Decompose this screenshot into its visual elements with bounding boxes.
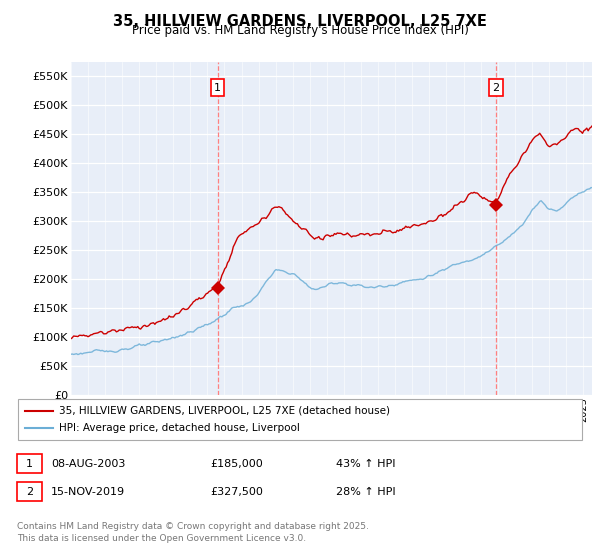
Text: 2: 2 <box>492 83 499 92</box>
Text: Price paid vs. HM Land Registry's House Price Index (HPI): Price paid vs. HM Land Registry's House … <box>131 24 469 37</box>
Text: 08-AUG-2003: 08-AUG-2003 <box>51 459 125 469</box>
Text: Contains HM Land Registry data © Crown copyright and database right 2025.
This d: Contains HM Land Registry data © Crown c… <box>17 522 368 543</box>
Text: £185,000: £185,000 <box>210 459 263 469</box>
Text: HPI: Average price, detached house, Liverpool: HPI: Average price, detached house, Live… <box>59 423 299 433</box>
Text: 35, HILLVIEW GARDENS, LIVERPOOL, L25 7XE (detached house): 35, HILLVIEW GARDENS, LIVERPOOL, L25 7XE… <box>59 405 390 416</box>
Text: 1: 1 <box>214 83 221 92</box>
Text: 35, HILLVIEW GARDENS, LIVERPOOL, L25 7XE: 35, HILLVIEW GARDENS, LIVERPOOL, L25 7XE <box>113 14 487 29</box>
Text: £327,500: £327,500 <box>210 487 263 497</box>
Text: 2: 2 <box>26 487 33 497</box>
Text: 15-NOV-2019: 15-NOV-2019 <box>51 487 125 497</box>
Text: 28% ↑ HPI: 28% ↑ HPI <box>336 487 395 497</box>
Text: 1: 1 <box>26 459 33 469</box>
Text: 43% ↑ HPI: 43% ↑ HPI <box>336 459 395 469</box>
